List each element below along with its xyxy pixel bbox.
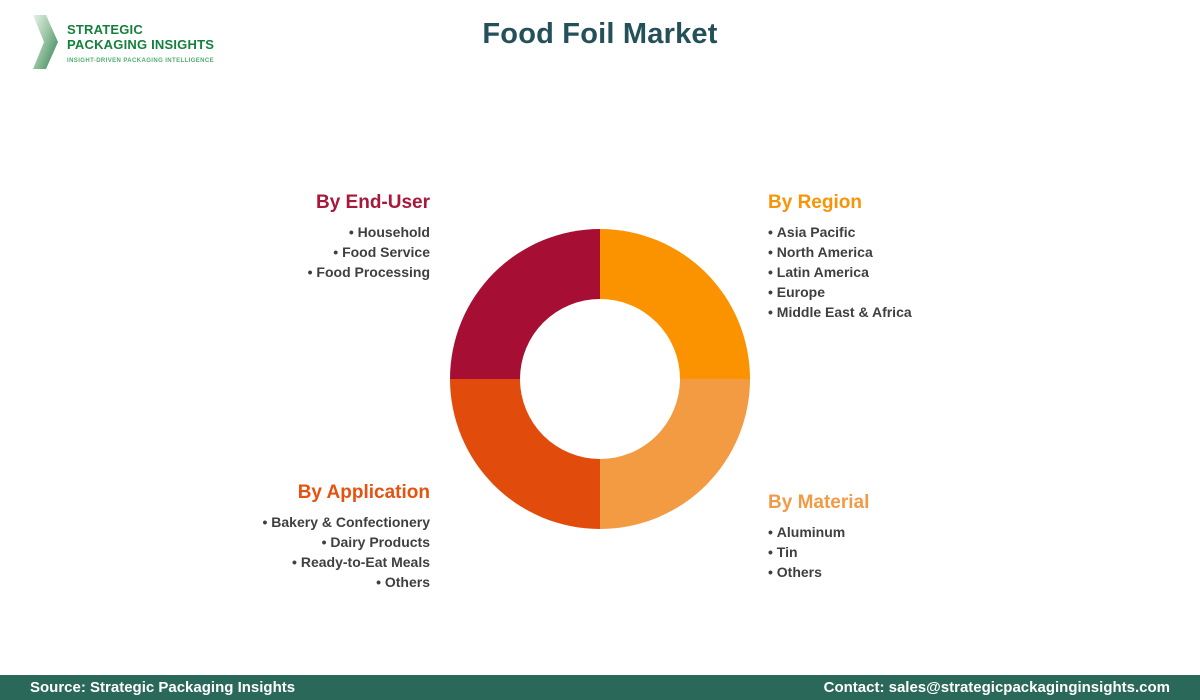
- footer-contact-text: Contact: sales@strategicpackaginginsight…: [823, 679, 1170, 696]
- segment-application: By Application Bakery & ConfectioneryDai…: [262, 482, 430, 592]
- page-title: Food Foil Market: [482, 18, 718, 50]
- segment-title-end-user: By End-User: [315, 192, 430, 213]
- donut-hole: [520, 299, 680, 459]
- list-item: Latin America: [768, 262, 912, 282]
- segment-end-user: By End-User HouseholdFood ServiceFood Pr…: [308, 192, 430, 282]
- logo-text: STRATEGIC PACKAGING INSIGHTS INSIGHT-DRI…: [67, 15, 214, 64]
- segment-title-application: By Application: [297, 482, 430, 503]
- segment-list-region: Asia PacificNorth AmericaLatin AmericaEu…: [768, 222, 912, 322]
- segment-region: By Region Asia PacificNorth AmericaLatin…: [768, 192, 912, 322]
- footer-source-text: Source: Strategic Packaging Insights: [30, 679, 296, 696]
- segment-title-material: By Material: [768, 492, 870, 513]
- list-item: North America: [768, 242, 912, 262]
- list-item: Bakery & Confectionery: [262, 512, 430, 532]
- logo-name-line2: PACKAGING INSIGHTS: [67, 37, 215, 52]
- footer-bar: Source: Strategic Packaging Insights Con…: [0, 675, 1200, 700]
- segment-list-material: AluminumTinOthers: [768, 522, 869, 582]
- list-item: Food Service: [308, 242, 430, 262]
- list-item: Tin: [768, 542, 869, 562]
- list-item: Middle East & Africa: [768, 302, 912, 322]
- segment-title-region: By Region: [768, 192, 862, 213]
- list-item: Others: [262, 572, 430, 592]
- list-item: Food Processing: [308, 262, 430, 282]
- list-item: Household: [308, 222, 430, 242]
- list-item: Aluminum: [768, 522, 869, 542]
- logo-tagline: INSIGHT-DRIVEN PACKAGING INTELLIGENCE: [67, 58, 215, 64]
- list-item: Asia Pacific: [768, 222, 912, 242]
- list-item: Dairy Products: [262, 532, 430, 552]
- list-item: Europe: [768, 282, 912, 302]
- list-item: Others: [768, 562, 869, 582]
- segment-material: By Material AluminumTinOthers: [768, 492, 869, 582]
- donut-chart: [450, 229, 750, 529]
- logo-name-line1: STRATEGIC: [67, 22, 143, 37]
- logo: STRATEGIC PACKAGING INSIGHTS INSIGHT-DRI…: [33, 15, 214, 69]
- list-item: Ready-to-Eat Meals: [262, 552, 430, 572]
- segment-list-end-user: HouseholdFood ServiceFood Processing: [308, 222, 430, 282]
- segment-list-application: Bakery & ConfectioneryDairy ProductsRead…: [262, 512, 430, 592]
